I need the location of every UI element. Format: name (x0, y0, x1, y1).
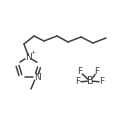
Text: F: F (75, 78, 81, 87)
Text: F: F (99, 78, 105, 87)
Text: B: B (87, 76, 93, 86)
Text: N: N (34, 72, 41, 82)
Text: F: F (77, 67, 83, 76)
Text: F: F (94, 67, 100, 76)
Text: +: + (30, 50, 36, 55)
Text: N: N (25, 53, 31, 62)
Text: -: - (93, 75, 95, 79)
